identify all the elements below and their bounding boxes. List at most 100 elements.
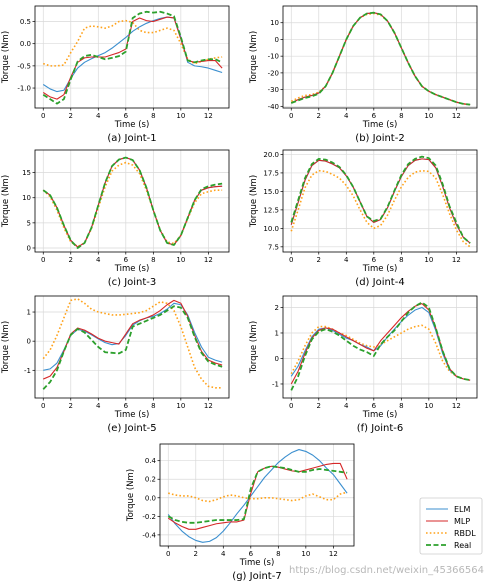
x-tick-label: 4 bbox=[344, 112, 349, 120]
y-tick-label: 0.4 bbox=[145, 457, 157, 465]
y-axis-label: Torque (Nm) bbox=[1, 31, 11, 84]
series-group bbox=[42, 10, 223, 105]
x-tick-label: 10 bbox=[424, 402, 433, 410]
x-tick-label: 6 bbox=[372, 402, 377, 410]
y-tick-label: 0.2 bbox=[145, 476, 156, 484]
y-tick-label: 0 bbox=[275, 355, 279, 363]
y-tick-label: -0.4 bbox=[142, 531, 156, 539]
chart-joint-5: 0 2 4 6 8 10 12 -1 0 1 Time (s) Torque (Nm) (e) Join… bbox=[1, 295, 230, 434]
y-tick-label: 1 bbox=[27, 309, 31, 317]
x-tick-label: 8 bbox=[151, 112, 155, 120]
y-tick-label: -0.5 bbox=[17, 62, 31, 70]
y-tick-label: -1 bbox=[24, 367, 31, 375]
x-tick-label: 10 bbox=[176, 256, 185, 264]
y-tick-label: -20 bbox=[268, 69, 279, 77]
series-line-mlp bbox=[43, 299, 223, 380]
subfigure-caption: (a) Joint-1 bbox=[107, 133, 156, 144]
y-tick-label: 0.0 bbox=[145, 494, 156, 502]
x-tick-label: 0 bbox=[41, 402, 45, 410]
series-line-elm bbox=[42, 156, 223, 248]
y-tick-label: -1.0 bbox=[17, 85, 31, 93]
y-tick-label: -40 bbox=[268, 103, 279, 111]
x-tick-label: 6 bbox=[249, 550, 254, 558]
plot-frame bbox=[34, 149, 230, 253]
x-tick-label: 2 bbox=[194, 550, 198, 558]
x-tick-label: 4 bbox=[344, 402, 349, 410]
x-tick-label: 12 bbox=[452, 402, 461, 410]
y-tick-label: 15.0 bbox=[263, 188, 279, 196]
series-group bbox=[290, 155, 471, 248]
subfigure-caption: (g) Joint-7 bbox=[232, 571, 281, 582]
legend-entry-rbdl: RBDL bbox=[426, 529, 476, 538]
x-tick-label: 2 bbox=[69, 402, 73, 410]
y-tick-label: 20.0 bbox=[263, 151, 279, 159]
x-tick-label: 2 bbox=[317, 256, 321, 264]
y-tick-label: 0 bbox=[27, 244, 31, 252]
x-tick-label: 6 bbox=[124, 112, 129, 120]
chart-joint-4: 0 2 4 6 8 10 12 7.5 10.0 12.5 15.0 17.5 20.0 Time (s)… bbox=[249, 149, 478, 288]
y-tick-label: -0.2 bbox=[142, 513, 156, 521]
series-line-rbdl bbox=[290, 324, 471, 381]
y-tick-label: 7.5 bbox=[268, 243, 279, 251]
x-tick-label: 8 bbox=[151, 402, 155, 410]
plot-frame bbox=[282, 295, 478, 399]
subfigure-caption: (e) Joint-5 bbox=[107, 423, 156, 434]
series-line-rbdl bbox=[42, 161, 223, 248]
legend-entry-mlp: MLP bbox=[426, 517, 470, 526]
series-line-rbdl bbox=[42, 298, 223, 389]
x-tick-label: 8 bbox=[276, 550, 280, 558]
legend: ELM MLP RBDL Real bbox=[419, 497, 483, 555]
x-tick-label: 12 bbox=[452, 256, 461, 264]
series-line-elm bbox=[167, 449, 348, 543]
y-tick-label: -30 bbox=[268, 86, 279, 94]
chart-joint-1: 0 2 4 6 8 10 12 -1.0 -0.5 0.0 0.5 Time (s) Torque (N… bbox=[1, 5, 230, 144]
x-tick-label: 0 bbox=[289, 402, 293, 410]
x-tick-label: 8 bbox=[399, 256, 403, 264]
x-axis-label: Time (s) bbox=[239, 558, 275, 568]
y-axis-label: Torque (Nm) bbox=[1, 175, 11, 228]
x-tick-label: 10 bbox=[176, 402, 185, 410]
x-axis-label: Time (s) bbox=[362, 264, 398, 274]
y-tick-label: 12.5 bbox=[263, 206, 279, 214]
chart-joint-7: 0 2 4 6 8 10 12 -0.4 -0.2 0.0 0.2 0.4 Time (s) Torque… bbox=[126, 443, 355, 582]
y-tick-label: -1 bbox=[272, 380, 279, 388]
y-tick-label: 10.0 bbox=[263, 225, 279, 233]
x-axis-label: Time (s) bbox=[114, 410, 150, 420]
chart-joint-2: 0 2 4 6 8 10 12 -40 -30 -20 -10 0 10 Time (s) Torque (… bbox=[249, 5, 478, 144]
series-line-elm bbox=[291, 12, 471, 106]
x-tick-label: 12 bbox=[204, 402, 213, 410]
x-tick-label: 10 bbox=[424, 256, 433, 264]
series-line-mlp bbox=[42, 156, 223, 248]
x-tick-label: 0 bbox=[289, 256, 293, 264]
x-tick-label: 4 bbox=[96, 256, 101, 264]
grid bbox=[160, 444, 354, 546]
series-group bbox=[42, 156, 223, 249]
x-tick-label: 0 bbox=[41, 256, 45, 264]
series-group bbox=[42, 298, 223, 390]
subfigure-caption: (b) Joint-2 bbox=[355, 133, 404, 144]
x-tick-label: 8 bbox=[399, 402, 403, 410]
x-tick-label: 12 bbox=[329, 550, 338, 558]
y-tick-label: 0.5 bbox=[20, 18, 31, 26]
series-line-real bbox=[290, 155, 471, 244]
series-line-mlp bbox=[290, 158, 471, 244]
series-line-elm bbox=[290, 158, 471, 244]
series-line-rbdl bbox=[43, 19, 223, 67]
subfigure-caption: (c) Joint-3 bbox=[108, 277, 157, 288]
series-line-mlp bbox=[290, 303, 471, 385]
x-tick-label: 2 bbox=[69, 256, 73, 264]
series-line-real bbox=[290, 301, 471, 391]
series-line-mlp bbox=[291, 12, 471, 106]
y-tick-label: 2 bbox=[275, 304, 279, 312]
y-axis-label: Torque (Nm) bbox=[126, 469, 136, 522]
y-tick-label: 17.5 bbox=[263, 169, 279, 177]
x-tick-label: 10 bbox=[301, 550, 310, 558]
x-axis-label: Time (s) bbox=[362, 410, 398, 420]
x-tick-label: 12 bbox=[452, 112, 461, 120]
y-tick-label: 10 bbox=[22, 194, 31, 202]
series-line-real bbox=[42, 156, 223, 249]
x-tick-label: 4 bbox=[344, 256, 349, 264]
plot-frame bbox=[282, 149, 478, 253]
y-tick-label: -10 bbox=[268, 53, 279, 61]
series-line-real bbox=[42, 305, 223, 390]
